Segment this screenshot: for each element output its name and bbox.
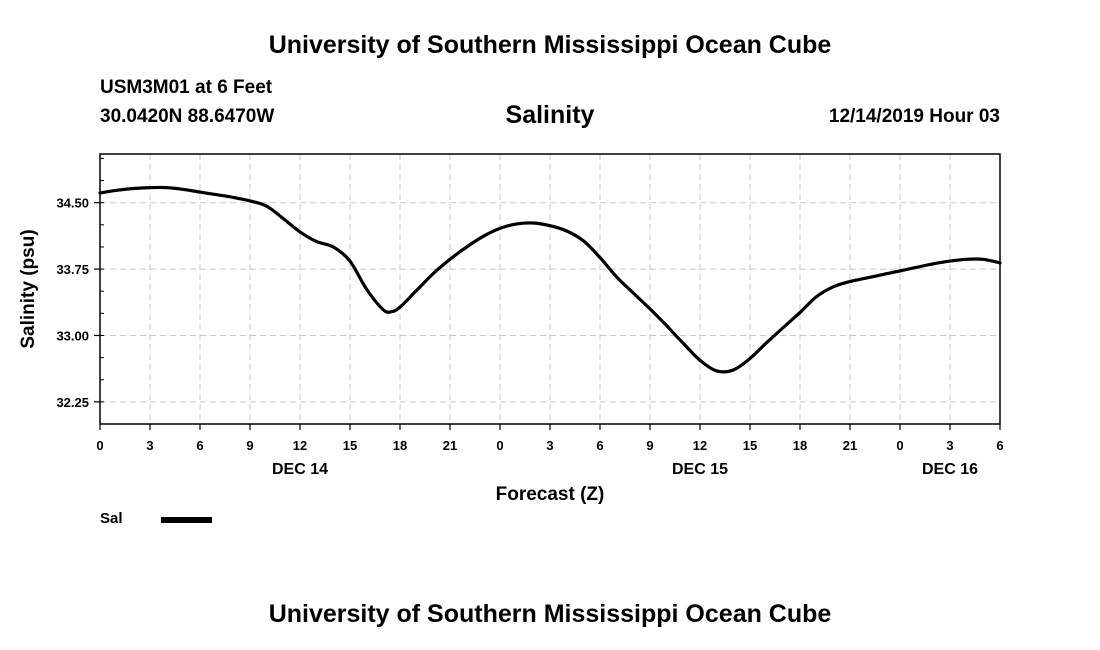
x-tick-label: 9 [246, 438, 253, 453]
grid-lines [100, 154, 1000, 424]
x-tick-label: 6 [196, 438, 203, 453]
x-tick-label: 18 [793, 438, 807, 453]
x-tick-label: 12 [693, 438, 707, 453]
day-label: DEC 14 [272, 461, 328, 478]
y-tick-label: 33.75 [56, 262, 89, 277]
tick-labels: 0 3 6 9 12 15 18 21 0 3 6 9 12 15 18 21 0 3 6 32.25 33.00 33.… [56, 196, 1003, 478]
legend-label: Sal [100, 510, 123, 527]
chart-title: Salinity [505, 101, 595, 129]
x-tick-label: 12 [293, 438, 307, 453]
x-tick-label: 15 [743, 438, 757, 453]
x-tick-label: 3 [146, 438, 153, 453]
x-tick-label: 18 [393, 438, 407, 453]
station-label: USM3M01 at 6 Feet [100, 77, 273, 98]
x-tick-label: 0 [896, 438, 903, 453]
x-tick-label: 3 [546, 438, 553, 453]
x-tick-label: 6 [596, 438, 603, 453]
x-tick-label: 15 [343, 438, 357, 453]
x-tick-label: 9 [646, 438, 653, 453]
x-tick-label: 3 [946, 438, 953, 453]
axis-ticks [94, 157, 1001, 430]
forecast-datetime: 12/14/2019 Hour 03 [828, 106, 1000, 127]
x-tick-label: 0 [96, 438, 103, 453]
y-tick-label: 34.50 [56, 196, 89, 211]
day-label: DEC 15 [672, 461, 728, 478]
legend-swatch [161, 517, 212, 523]
x-tick-label: 21 [443, 438, 457, 453]
plot-frame [99, 153, 1001, 425]
x-axis-label: Forecast (Z) [496, 484, 605, 505]
series-line-salinity [98, 185, 1002, 374]
x-tick-label: 0 [496, 438, 503, 453]
y-axis-label: Salinity (psu) [18, 229, 39, 348]
y-tick-label: 33.00 [56, 328, 89, 343]
day-label: DEC 16 [922, 461, 978, 478]
x-tick-label: 21 [843, 438, 857, 453]
y-tick-label: 32.25 [56, 395, 89, 410]
station-coordinates: 30.0420N 88.6470W [100, 106, 275, 127]
series-layer [98, 185, 1002, 374]
page-title: University of Southern Mississippi Ocean… [268, 31, 832, 59]
x-tick-label: 6 [996, 438, 1003, 453]
footer-title: University of Southern Mississippi Ocean… [268, 600, 832, 628]
